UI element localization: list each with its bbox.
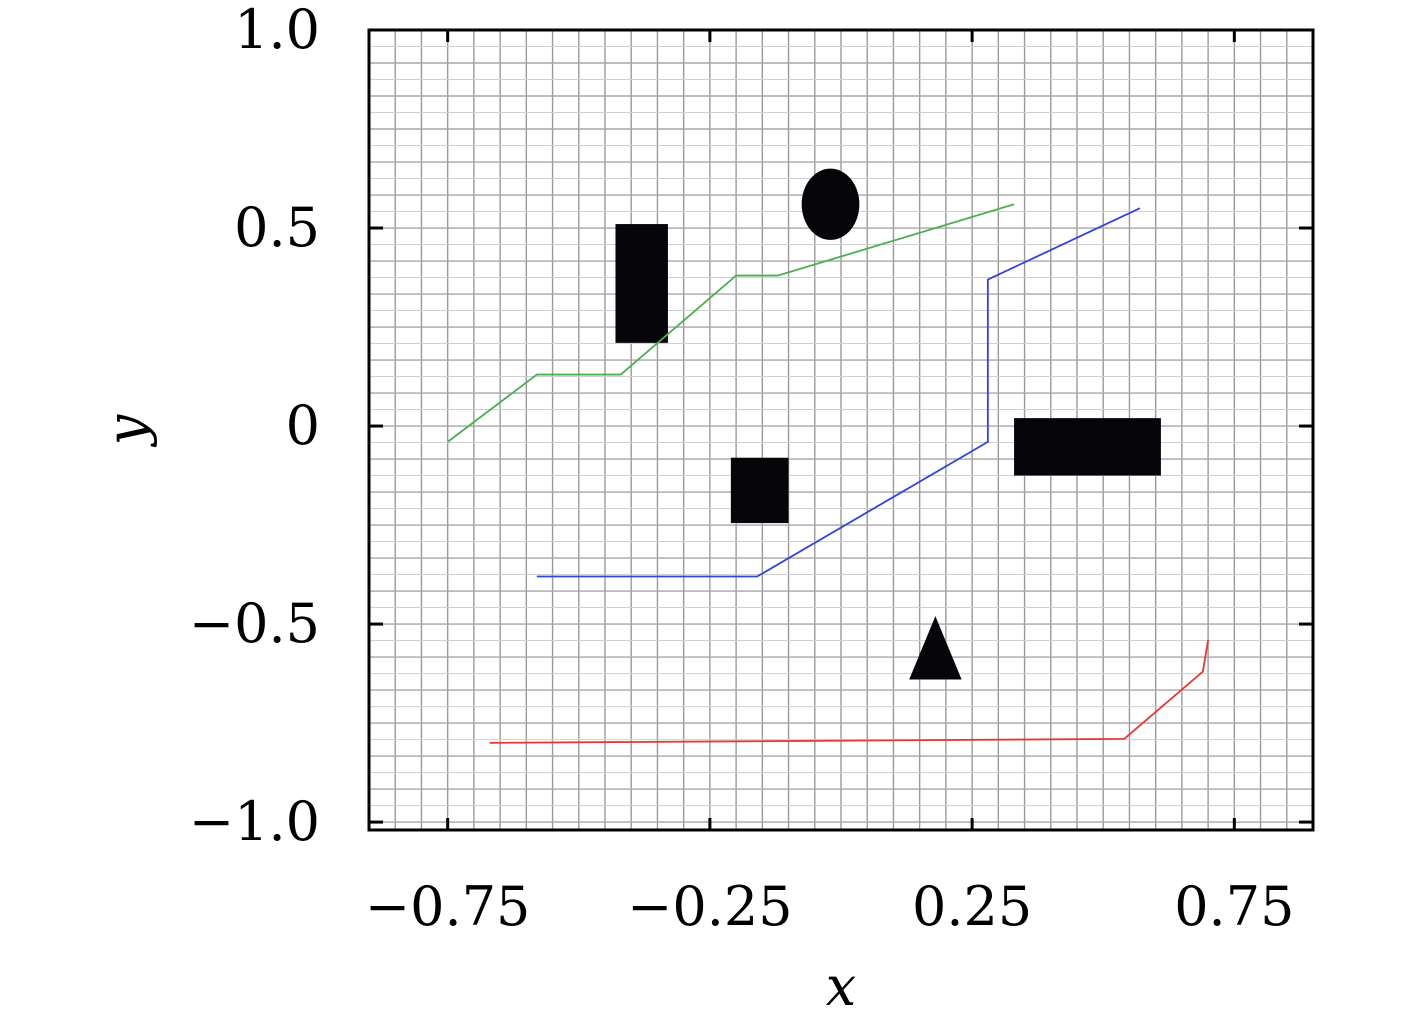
series-lines: [447, 203, 1209, 744]
obstacle-rectangle: [730, 457, 789, 524]
x-tick-label: −0.25: [627, 875, 792, 938]
x-axis-label: x: [826, 955, 856, 1018]
obstacle-ellipse: [801, 168, 860, 240]
grid: [368, 29, 1314, 830]
series-line-1: [447, 203, 1015, 443]
obstacle-rectangle: [615, 224, 668, 343]
axis-ticks: −0.75 −0.25 0.25 0.75 1.0 0.5 0 −0.5 −1.0: [189, 0, 1313, 938]
obstacle-triangle: [909, 616, 962, 680]
y-axis-label: y: [95, 413, 158, 447]
obstacles: [615, 168, 1161, 680]
x-tick-label: −0.75: [365, 875, 530, 938]
y-tick-label: −0.5: [189, 592, 320, 655]
y-tick-label: 0: [286, 394, 320, 457]
x-tick-label: 0.75: [1174, 875, 1294, 938]
y-tick-label: −1.0: [189, 790, 320, 853]
obstacle-rectangle: [1014, 418, 1161, 476]
x-tick-label: 0.25: [912, 875, 1032, 938]
y-tick-label: 1.0: [234, 0, 320, 61]
series-line-2: [536, 207, 1141, 578]
series-line-3: [489, 639, 1209, 744]
plot-frame: [367, 28, 1315, 832]
y-tick-label: 0.5: [234, 196, 320, 259]
